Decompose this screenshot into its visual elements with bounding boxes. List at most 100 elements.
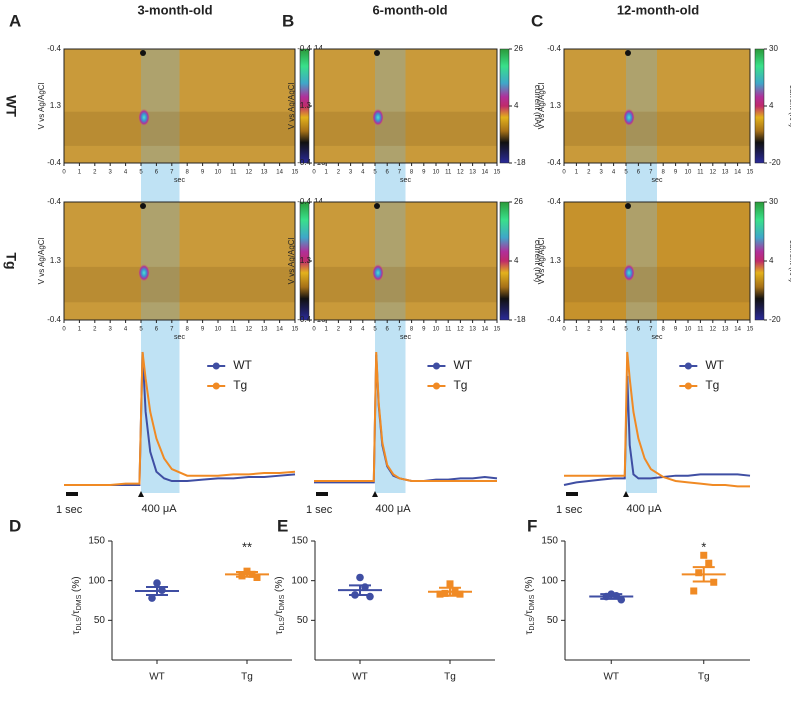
- x-tick-label: 7: [170, 327, 174, 333]
- x-tick-label: 3: [349, 170, 353, 176]
- x-axis-label: sec: [652, 177, 663, 184]
- heatmap-texture: [64, 266, 295, 303]
- data-point: [436, 590, 444, 598]
- x-tick-label: 9: [422, 170, 426, 176]
- colorbar-label: current (nA): [788, 85, 791, 128]
- data-point: [366, 592, 374, 601]
- colorbar-tick-label: 4: [769, 256, 774, 265]
- heatmap-texture: [64, 111, 295, 146]
- x-tick-label: 11: [445, 170, 452, 176]
- y-axis-label: τDLS/τDMS (%): [274, 576, 286, 634]
- y-axis-label: V vs Ag/AgCl: [537, 237, 546, 284]
- x-tick-label: 6: [155, 170, 159, 176]
- colorbar-tick-label: -20: [769, 158, 781, 167]
- y-tick-label: -0.4: [297, 158, 311, 167]
- colorbar-tick-label: 4: [514, 256, 519, 265]
- x-tick-label: 15: [747, 170, 754, 176]
- data-point: [705, 559, 713, 567]
- panel-label: F: [527, 516, 537, 535]
- y-label-part: /τ: [71, 610, 82, 617]
- heatmap-spot: [372, 108, 384, 127]
- x-tick-label: 3: [109, 170, 113, 176]
- panel-label: E: [277, 516, 288, 535]
- x-tick-label: 5: [139, 170, 143, 176]
- x-tick-label: 5: [624, 327, 628, 333]
- y-label-part: DMS: [529, 594, 536, 610]
- x-tick-label: 5: [139, 327, 143, 333]
- y-tick-label: -0.4: [47, 197, 61, 206]
- heatmap-band: [626, 202, 657, 320]
- x-tick-label: 4: [612, 170, 616, 176]
- x-tick-label: 6: [155, 327, 159, 333]
- x-tick-label: 14: [276, 327, 283, 333]
- y-axis-label: V vs Ag/AgCl: [37, 237, 46, 284]
- colorbar-tick-label: -18: [514, 315, 526, 324]
- y-tick-label: -0.4: [547, 44, 561, 53]
- data-point: [253, 573, 261, 581]
- scale-bar: [66, 492, 78, 496]
- x-tick-label: Tg: [241, 672, 253, 683]
- y-tick-label: 1.3: [550, 101, 562, 110]
- x-tick-label: 7: [170, 170, 174, 176]
- x-tick-label: 15: [494, 170, 501, 176]
- x-tick-label: 3: [600, 170, 604, 176]
- legend-marker: [212, 362, 220, 370]
- x-tick-label: 8: [186, 327, 190, 333]
- heatmap-texture: [564, 111, 750, 146]
- data-point: [700, 551, 708, 559]
- heatmap-spot: [140, 50, 146, 56]
- x-tick-label: 0: [562, 327, 566, 333]
- y-label-part: DMS: [279, 594, 286, 610]
- data-point: [248, 570, 256, 578]
- x-tick-label: 0: [312, 170, 316, 176]
- x-tick-label: 11: [230, 327, 237, 333]
- x-tick-label: 8: [410, 327, 414, 333]
- column-title: 12-month-old: [617, 2, 699, 17]
- heatmap-frame: [313, 48, 498, 164]
- y-tick-label: -0.4: [297, 315, 311, 324]
- x-tick-label: 8: [662, 327, 666, 333]
- x-tick-label: Tg: [698, 672, 710, 683]
- y-label-part: (%): [71, 576, 82, 594]
- y-label-part: τ: [274, 631, 285, 635]
- y-tick-label: 50: [94, 615, 106, 626]
- trace-line: [64, 351, 296, 486]
- x-tick-label: 6: [386, 327, 390, 333]
- x-tick-label: 1: [575, 327, 579, 333]
- data-point: [153, 579, 161, 587]
- x-tick-label: 10: [215, 170, 222, 176]
- x-tick-label: 3: [600, 327, 604, 333]
- x-tick-label: WT: [603, 672, 619, 683]
- y-label-part: DLS: [529, 617, 536, 631]
- legend-label: WT: [705, 358, 724, 372]
- data-point: [356, 573, 364, 582]
- colorbar-label: current (nA): [533, 240, 542, 283]
- legend-label: Tg: [453, 378, 467, 392]
- x-tick-label: 14: [481, 327, 488, 333]
- data-point: [351, 591, 359, 599]
- x-tick-label: 13: [261, 327, 268, 333]
- scale-bar: [316, 492, 328, 496]
- x-tick-label: 9: [674, 170, 678, 176]
- data-point: [148, 594, 156, 602]
- x-tick-label: 4: [124, 170, 128, 176]
- x-tick-label: 13: [261, 170, 268, 176]
- x-tick-label: 9: [201, 327, 205, 333]
- x-tick-label: 7: [649, 170, 653, 176]
- stim-label: 400 μA: [375, 503, 411, 515]
- x-tick-label: 4: [612, 327, 616, 333]
- scale-bar-label: 1 sec: [306, 504, 333, 516]
- y-axis-label: V vs Ag/AgCl: [287, 82, 296, 129]
- heatmap-spot: [140, 203, 146, 209]
- x-tick-label: 14: [734, 327, 741, 333]
- y-label-part: DLS: [279, 617, 286, 631]
- x-tick-label: 2: [337, 327, 341, 333]
- column-title: 3-month-old: [137, 2, 212, 17]
- y-axis-label: V vs Ag/AgCl: [537, 82, 546, 129]
- x-tick-label: 10: [433, 170, 440, 176]
- y-tick-label: 1.3: [300, 101, 312, 110]
- x-tick-label: 8: [186, 170, 190, 176]
- colorbar: [754, 48, 765, 164]
- x-tick-label: 5: [373, 327, 377, 333]
- x-tick-label: 6: [386, 170, 390, 176]
